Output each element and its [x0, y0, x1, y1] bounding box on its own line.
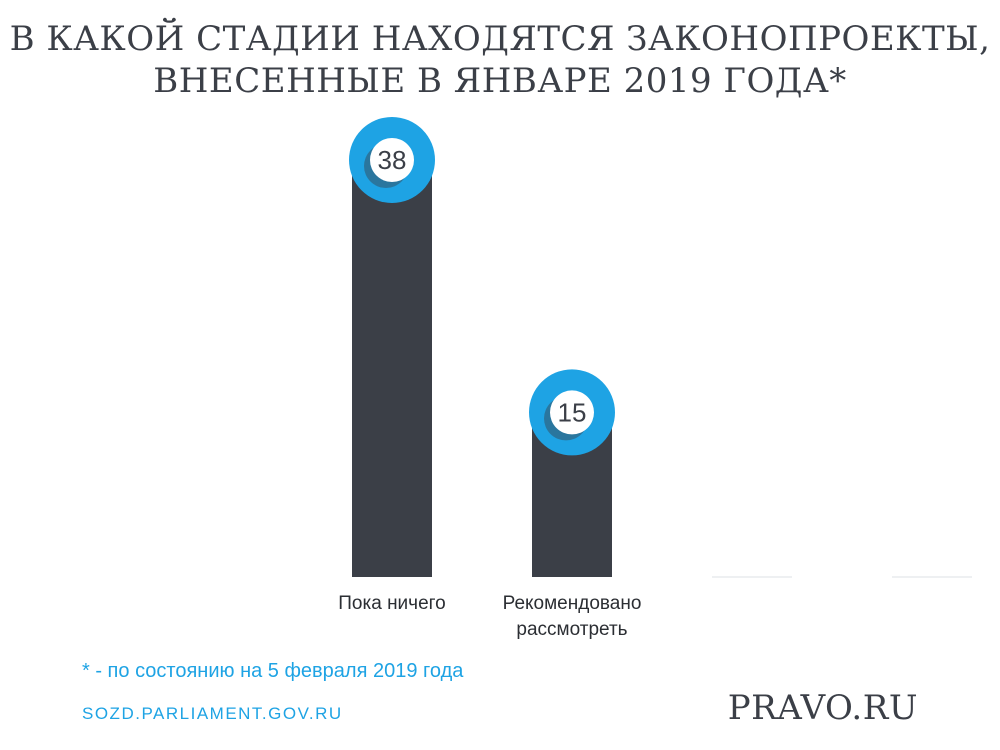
bar-0	[352, 160, 432, 577]
bar-3	[892, 576, 972, 578]
data-label-1: 15	[558, 397, 587, 427]
chart-title-line-1: В КАКОЙ СТАДИИ НАХОДЯТСЯ ЗАКОНОПРОЕКТЫ,	[9, 19, 991, 59]
brand-logo: PRAVO.RU	[727, 688, 918, 728]
chart-title: В КАКОЙ СТАДИИ НАХОДЯТСЯ ЗАКОНОПРОЕКТЫ, …	[0, 18, 1000, 102]
category-label-1-line-1: Рекомендовано	[503, 593, 642, 614]
bar-marker-disc-1	[550, 390, 594, 435]
category-label-0: Пока ничего	[338, 593, 445, 614]
data-label-0: 38	[378, 145, 407, 175]
chart-title-line-2: ВНЕСЕННЫЕ В ЯНВАРЕ 2019 ГОДА*	[153, 61, 847, 101]
bar-2	[712, 576, 792, 578]
category-label-1-line-2: рассмотреть	[516, 619, 627, 640]
source-link[interactable]: SOZD.PARLIAMENT.GOV.RU	[82, 704, 343, 723]
bar-marker-disc-0	[370, 138, 414, 182]
footnote: * - по состоянию на 5 февраля 2019 года	[82, 660, 464, 682]
